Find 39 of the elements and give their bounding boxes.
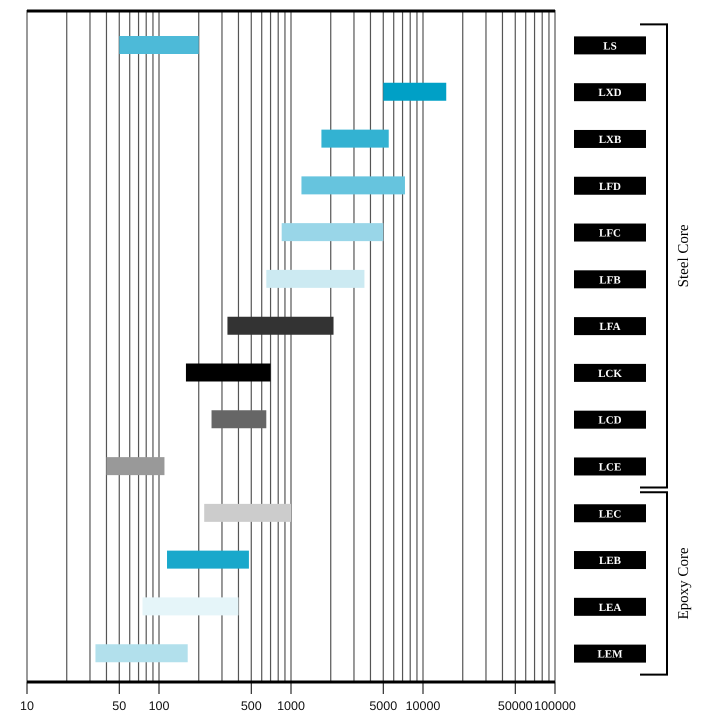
bar — [266, 270, 364, 288]
bar — [119, 36, 199, 54]
y-tick-label: LEM — [597, 648, 624, 661]
bar — [95, 644, 188, 662]
bar — [383, 82, 446, 101]
text: Steel Core — [676, 224, 692, 288]
bar — [204, 504, 291, 522]
bar — [212, 410, 266, 428]
y-tick-label: LXB — [598, 134, 622, 146]
x-tick-label: 100000 — [534, 699, 576, 713]
y-tick-label: LFA — [599, 321, 621, 334]
y-tick-label: LCE — [598, 461, 622, 474]
y-tick-label: LFB — [599, 274, 622, 286]
bar — [186, 364, 271, 382]
x-tick-label: 100 — [148, 699, 170, 713]
y-tick-label: LS — [603, 40, 617, 52]
y-tick-label: LXD — [598, 87, 622, 100]
y-tick-label: LFC — [599, 228, 622, 240]
x-tick-label: 1000 — [277, 699, 305, 713]
y-tick-label: LFD — [599, 180, 622, 193]
y-tick-label: LEA — [598, 602, 622, 614]
x-tick-label: 500 — [240, 699, 262, 713]
bar — [227, 316, 334, 335]
bar — [282, 223, 384, 242]
bar — [106, 457, 164, 476]
y-tick-label: LCD — [598, 414, 622, 427]
x-tick-label: 10000 — [406, 699, 440, 713]
x-tick-label: 5000 — [369, 699, 398, 713]
bar — [142, 597, 238, 616]
bar — [167, 550, 249, 569]
x-tick-label: 50000 — [498, 699, 533, 713]
text: Epoxy Core — [676, 547, 692, 620]
x-tick-label: 10 — [20, 699, 34, 713]
bar — [301, 176, 405, 194]
y-tick-label: LEB — [598, 555, 622, 568]
bar — [321, 130, 389, 148]
y-tick-label: LCK — [598, 368, 622, 380]
y-tick-label: LEC — [598, 508, 622, 520]
x-tick-label: 50 — [112, 699, 126, 713]
